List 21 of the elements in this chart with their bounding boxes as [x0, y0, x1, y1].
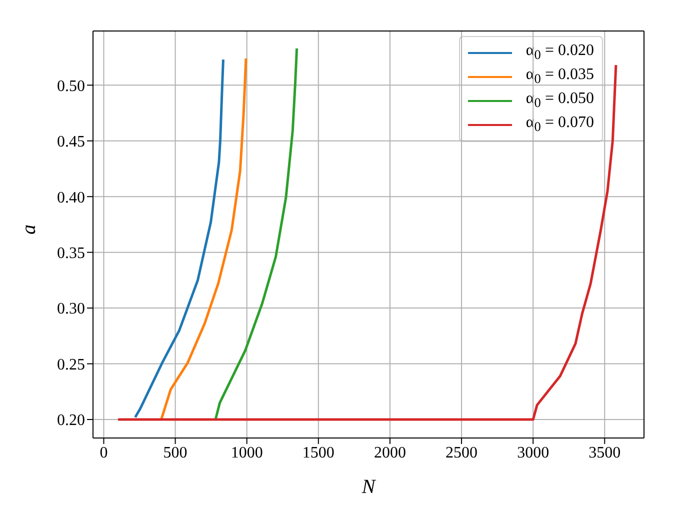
y-tick-label: 0.40: [57, 189, 85, 206]
x-tick-label: 3000: [517, 444, 550, 462]
x-tick-label: 3500: [588, 444, 621, 462]
x-tick-label: 500: [163, 444, 188, 462]
line-series: [160, 57, 248, 421]
x-tick-label: 1000: [230, 444, 263, 462]
x-tick-label: 2500: [446, 444, 478, 462]
line-series: [116, 64, 618, 421]
x-tick-label: 0: [100, 444, 108, 462]
x-tick-label: 2000: [374, 444, 406, 462]
line-series: [214, 47, 298, 421]
x-axis-title: N: [360, 476, 377, 498]
y-tick-label: 0.50: [57, 78, 85, 95]
y-tick-label: 0.45: [57, 134, 85, 151]
y-tick-label: 0.20: [57, 412, 85, 430]
y-tick-label: 0.35: [57, 245, 85, 262]
y-tick-label: 0.25: [57, 356, 85, 374]
y-axis-title: a: [18, 224, 40, 234]
line-series: [134, 58, 224, 419]
y-tick-label: 0.30: [57, 300, 85, 318]
x-tick-label: 1500: [302, 444, 334, 462]
